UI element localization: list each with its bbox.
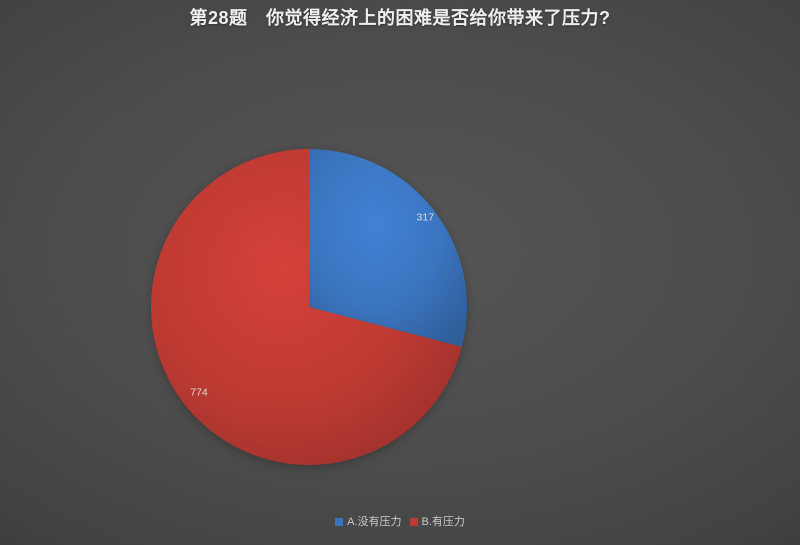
chart-legend: A.没有压力 B.有压力: [0, 516, 800, 528]
legend-label-0: A.没有压力: [347, 516, 402, 528]
pie-slice-0[interactable]: [309, 149, 468, 347]
pie-label-1: 774: [190, 387, 208, 399]
pie-label-0: 317: [417, 212, 435, 224]
legend-item-1[interactable]: B.有压力: [409, 516, 465, 528]
legend-label-1: B.有压力: [421, 516, 465, 528]
pie-slice-1[interactable]: [151, 149, 462, 465]
legend-item-0[interactable]: A.没有压力: [335, 516, 402, 528]
legend-marker-1: [409, 518, 418, 526]
pie-chart: 317 774: [151, 149, 468, 465]
legend-marker-0: [335, 518, 344, 526]
chart-title: 第28题 你觉得经济上的困难是否给你带来了压力?: [189, 8, 611, 28]
